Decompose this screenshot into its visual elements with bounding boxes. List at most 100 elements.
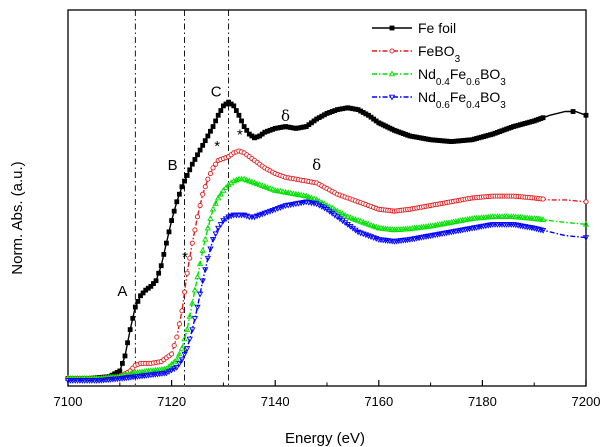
data-point bbox=[169, 351, 175, 357]
data-point bbox=[158, 263, 164, 269]
data-point bbox=[171, 343, 177, 349]
x-tick-label: 7140 bbox=[261, 394, 290, 409]
data-point bbox=[213, 161, 219, 167]
data-point bbox=[207, 215, 214, 221]
annotation-star: * bbox=[214, 138, 220, 155]
data-point bbox=[316, 202, 323, 209]
data-point bbox=[209, 237, 217, 243]
data-point bbox=[164, 240, 169, 246]
data-point bbox=[204, 224, 212, 231]
data-point bbox=[217, 222, 224, 228]
data-point bbox=[174, 199, 180, 205]
data-point bbox=[253, 180, 261, 187]
data-point bbox=[583, 112, 589, 118]
data-point bbox=[341, 211, 349, 218]
annotation-label: A bbox=[117, 283, 127, 300]
data-point bbox=[127, 327, 133, 332]
legend-item-4: Nd0.6Fe0.4BO3 bbox=[372, 89, 506, 111]
data-point bbox=[189, 299, 196, 306]
data-point bbox=[194, 273, 201, 280]
data-point bbox=[191, 316, 199, 322]
data-point bbox=[269, 207, 276, 214]
data-point bbox=[202, 184, 208, 190]
legend-item-2: FeBO3 bbox=[372, 43, 461, 65]
data-point bbox=[156, 270, 162, 276]
data-point bbox=[194, 304, 201, 311]
data-point bbox=[329, 204, 336, 211]
data-point bbox=[248, 178, 256, 185]
legend-item-1: Fe foil bbox=[372, 20, 456, 36]
data-point bbox=[189, 161, 195, 167]
data-point bbox=[189, 327, 196, 334]
data-point bbox=[182, 178, 187, 184]
data-point bbox=[186, 312, 193, 319]
data-point bbox=[197, 147, 203, 153]
data-point bbox=[197, 202, 203, 209]
data-point bbox=[215, 194, 222, 201]
data-point bbox=[264, 209, 271, 216]
x-tick-label: 7180 bbox=[468, 394, 497, 409]
data-point bbox=[344, 213, 351, 220]
legend-swatch-marker bbox=[389, 25, 395, 31]
data-point bbox=[183, 326, 191, 332]
data-point bbox=[135, 298, 141, 304]
data-point bbox=[370, 222, 377, 229]
data-point bbox=[570, 109, 576, 114]
data-point bbox=[176, 321, 182, 327]
data-point bbox=[212, 200, 219, 206]
data-point bbox=[217, 190, 224, 197]
data-point bbox=[373, 223, 380, 230]
data-point bbox=[326, 203, 333, 210]
data-point bbox=[540, 115, 546, 121]
data-point bbox=[251, 179, 258, 186]
data-point bbox=[321, 205, 328, 212]
data-point bbox=[236, 112, 242, 118]
data-point bbox=[208, 128, 213, 134]
data-point bbox=[274, 206, 281, 212]
data-point bbox=[165, 369, 173, 375]
data-point bbox=[228, 213, 235, 220]
data-point bbox=[240, 175, 248, 182]
data-point bbox=[246, 177, 253, 184]
legend-swatch-marker bbox=[389, 48, 395, 54]
series-line bbox=[68, 150, 587, 380]
data-point bbox=[148, 283, 154, 289]
y-axis-title: Norm. Abs. (a.u.) bbox=[9, 161, 26, 274]
data-point bbox=[256, 212, 263, 219]
data-point bbox=[233, 108, 239, 113]
series-4 bbox=[64, 199, 590, 384]
x-tick-label: 7100 bbox=[54, 394, 83, 409]
data-point bbox=[187, 255, 193, 261]
data-point bbox=[582, 220, 590, 227]
data-point bbox=[174, 334, 180, 340]
data-point bbox=[195, 152, 200, 158]
data-point bbox=[176, 191, 182, 197]
data-point bbox=[256, 181, 263, 188]
data-point bbox=[582, 235, 590, 242]
data-point bbox=[357, 217, 364, 224]
data-point bbox=[140, 290, 146, 296]
data-point bbox=[241, 124, 247, 129]
data-point bbox=[192, 157, 198, 162]
data-point bbox=[179, 184, 185, 190]
data-point bbox=[125, 340, 130, 346]
data-point bbox=[166, 229, 172, 235]
data-point bbox=[210, 165, 216, 171]
data-point bbox=[151, 281, 156, 286]
data-point bbox=[269, 186, 276, 192]
data-point bbox=[261, 210, 268, 217]
data-point bbox=[239, 118, 244, 124]
data-point bbox=[191, 286, 199, 293]
data-point bbox=[205, 176, 211, 182]
data-point bbox=[117, 368, 123, 374]
data-point bbox=[132, 304, 138, 310]
data-point bbox=[539, 216, 547, 223]
data-point bbox=[244, 127, 250, 133]
data-point bbox=[176, 361, 183, 367]
data-point bbox=[171, 208, 177, 214]
data-point bbox=[184, 270, 190, 276]
data-point bbox=[539, 227, 547, 234]
data-point bbox=[318, 204, 325, 210]
